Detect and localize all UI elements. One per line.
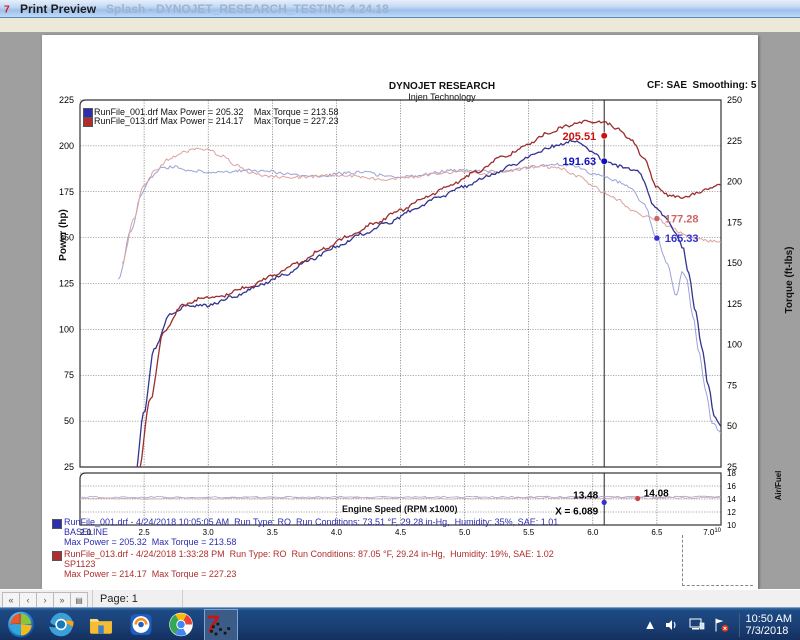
- svg-text:205.51: 205.51: [563, 131, 597, 143]
- svg-text:6.0: 6.0: [587, 528, 599, 537]
- svg-text:X = 6.089: X = 6.089: [555, 506, 599, 517]
- svg-text:7: 7: [4, 4, 10, 15]
- svg-text:200: 200: [727, 177, 742, 187]
- svg-text:75: 75: [727, 380, 737, 390]
- svg-text:165.33: 165.33: [665, 233, 699, 245]
- svg-text:6.5: 6.5: [651, 528, 663, 537]
- svg-text:14: 14: [727, 495, 736, 504]
- svg-text:10: 10: [727, 521, 736, 530]
- svg-text:225: 225: [59, 95, 74, 105]
- svg-text:225: 225: [727, 136, 742, 146]
- svg-text:250: 250: [727, 95, 742, 105]
- svg-text:100: 100: [727, 340, 742, 350]
- svg-text:16: 16: [727, 482, 736, 491]
- svg-text:18: 18: [727, 469, 736, 478]
- svg-text:50: 50: [727, 421, 737, 431]
- svg-text:12: 12: [727, 508, 736, 517]
- svg-text:177.28: 177.28: [665, 214, 699, 226]
- svg-text:125: 125: [727, 299, 742, 309]
- svg-text:25: 25: [64, 462, 74, 472]
- svg-text:50: 50: [64, 416, 74, 426]
- svg-text:175: 175: [727, 217, 742, 227]
- svg-text:14.08: 14.08: [644, 489, 669, 500]
- svg-text:13.48: 13.48: [573, 490, 598, 501]
- svg-text:75: 75: [64, 370, 74, 380]
- svg-text:150: 150: [727, 258, 742, 268]
- svg-text:191.63: 191.63: [563, 156, 597, 168]
